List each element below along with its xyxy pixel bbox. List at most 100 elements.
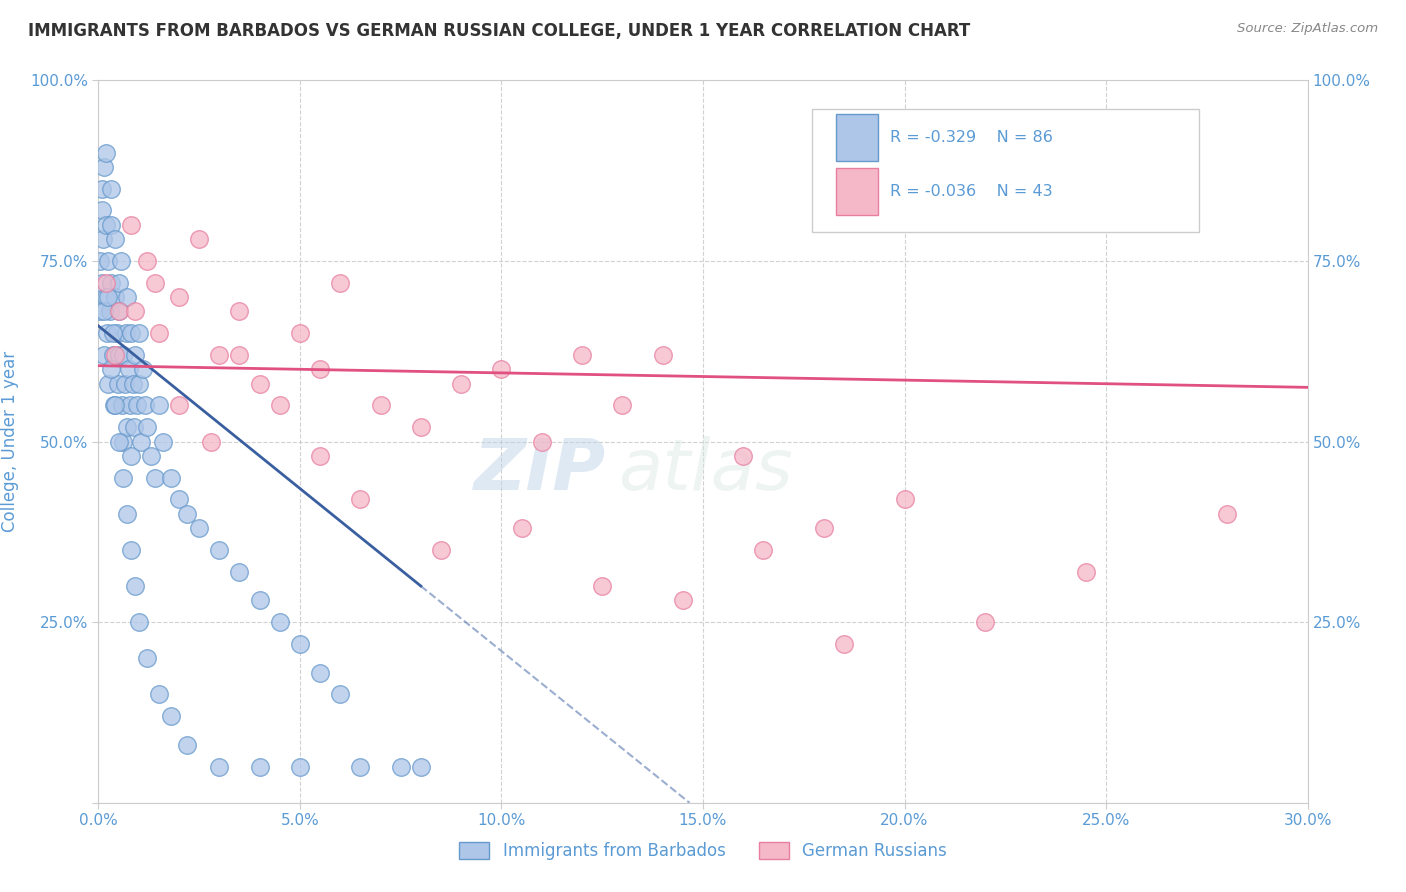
Text: Source: ZipAtlas.com: Source: ZipAtlas.com (1237, 22, 1378, 36)
Point (107, 304, 129, 318)
Point (107, 276, 129, 290)
Point (93, 160, 115, 174)
Point (98, 304, 121, 318)
Point (111, 348, 134, 362)
Point (101, 326, 124, 341)
Point (370, 398, 392, 412)
Point (148, 398, 170, 412)
Point (309, 449, 332, 463)
Point (132, 362, 155, 376)
Point (120, 218, 142, 232)
Point (269, 398, 291, 412)
Point (143, 276, 166, 290)
Point (249, 760, 271, 774)
Point (208, 760, 231, 774)
Point (97, 290, 120, 304)
Point (107, 376, 129, 391)
Point (160, 709, 183, 723)
Point (208, 542, 231, 557)
Point (288, 760, 311, 774)
Point (167, 398, 190, 412)
FancyBboxPatch shape (837, 114, 879, 161)
Point (269, 615, 291, 630)
Point (97, 253, 120, 268)
Point (208, 348, 231, 362)
Point (103, 398, 125, 412)
Text: R = -0.329    N = 86: R = -0.329 N = 86 (890, 130, 1053, 145)
Point (430, 542, 453, 557)
Point (100, 276, 122, 290)
Point (96, 326, 118, 341)
Point (100, 218, 122, 232)
Point (672, 593, 695, 607)
Point (128, 615, 150, 630)
Point (1074, 565, 1097, 579)
Point (115, 507, 138, 521)
Point (93, 304, 115, 318)
Point (96, 145, 118, 160)
Point (188, 232, 211, 246)
Point (249, 376, 271, 391)
Point (134, 398, 156, 412)
Point (91, 182, 114, 196)
Point (97, 376, 120, 391)
Point (329, 276, 352, 290)
Point (510, 521, 533, 535)
Point (124, 579, 146, 593)
Point (135, 420, 157, 434)
Point (409, 760, 432, 774)
Point (349, 492, 371, 507)
Point (91, 232, 114, 246)
Text: IMMIGRANTS FROM BARBADOS VS GERMAN RUSSIAN COLLEGE, UNDER 1 YEAR CORRELATION CHA: IMMIGRANTS FROM BARBADOS VS GERMAN RUSSI… (28, 22, 970, 40)
Point (103, 398, 125, 412)
Point (122, 420, 145, 434)
FancyBboxPatch shape (837, 169, 879, 215)
Point (139, 449, 162, 463)
FancyBboxPatch shape (811, 109, 1199, 232)
Point (329, 687, 352, 701)
Point (114, 326, 136, 341)
Point (409, 420, 432, 434)
Point (288, 637, 311, 651)
Point (91, 276, 114, 290)
Point (135, 651, 157, 665)
Point (167, 492, 190, 507)
Text: atlas: atlas (619, 436, 793, 505)
Point (128, 326, 150, 341)
Point (832, 637, 855, 651)
Point (591, 579, 613, 593)
Point (288, 326, 311, 341)
Point (120, 542, 142, 557)
Point (813, 521, 835, 535)
Point (612, 398, 634, 412)
Point (176, 507, 198, 521)
Text: R = -0.036    N = 43: R = -0.036 N = 43 (890, 185, 1053, 200)
Point (100, 182, 122, 196)
Point (1095, 203, 1118, 218)
Point (90, 203, 112, 218)
Point (148, 326, 170, 341)
Point (152, 434, 174, 449)
Point (112, 434, 135, 449)
Point (752, 542, 775, 557)
Point (228, 304, 250, 318)
Point (101, 348, 124, 362)
Point (105, 326, 128, 341)
Point (893, 492, 915, 507)
Point (108, 304, 131, 318)
Point (167, 290, 190, 304)
Point (118, 362, 141, 376)
Point (389, 760, 412, 774)
Point (115, 290, 138, 304)
Point (200, 434, 222, 449)
Point (117, 420, 139, 434)
Point (249, 593, 271, 607)
Point (104, 232, 127, 246)
Point (733, 449, 755, 463)
Point (100, 362, 122, 376)
Point (974, 615, 997, 630)
Point (89, 304, 111, 318)
Point (651, 348, 673, 362)
Point (111, 471, 134, 485)
Point (89, 253, 111, 268)
